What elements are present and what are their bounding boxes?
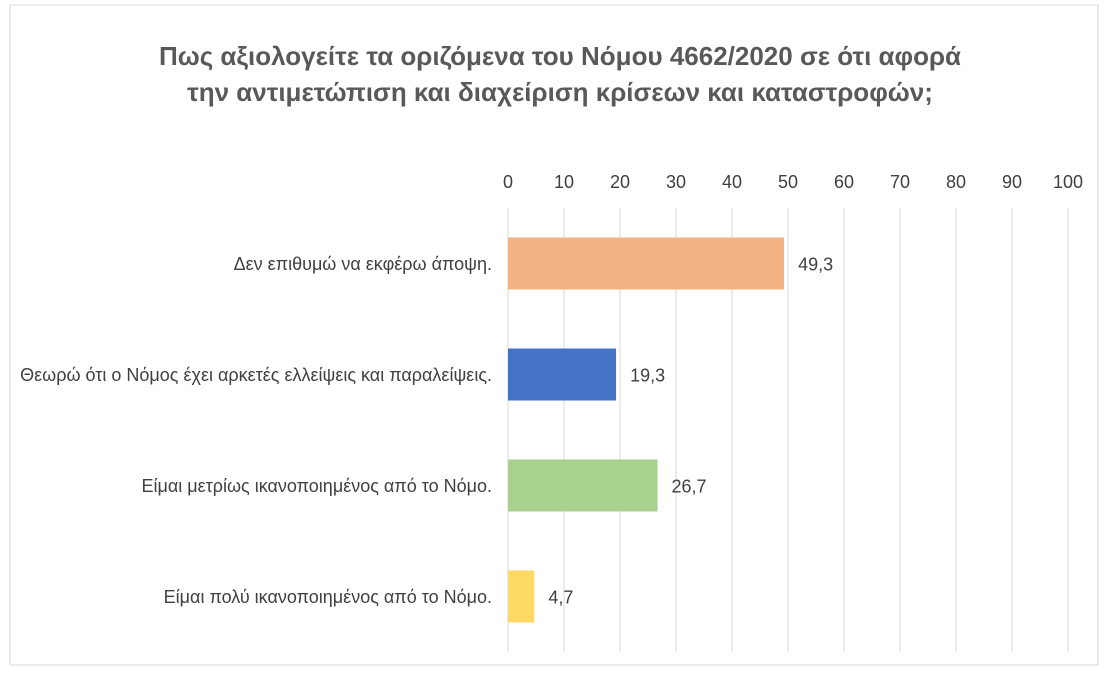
chart-border bbox=[9, 4, 1099, 666]
y-tick-label: Είμαι πολύ ικανοποιημένος από το Νόμο. bbox=[163, 586, 492, 607]
x-tick-label: 80 bbox=[946, 172, 966, 192]
value-label: 49,3 bbox=[798, 254, 833, 274]
bar bbox=[508, 348, 617, 401]
x-tick-label: 90 bbox=[1002, 172, 1022, 192]
y-tick-label: Δεν επιθυμώ να εκφέρω άποψη. bbox=[233, 253, 492, 274]
x-tick-label: 0 bbox=[503, 172, 513, 192]
x-tick-label: 50 bbox=[778, 172, 798, 192]
y-tick-label: Θεωρώ ότι ο Νόμος έχει αρκετές ελλείψεις… bbox=[20, 364, 492, 385]
bar bbox=[508, 237, 785, 290]
x-tick-label: 70 bbox=[890, 172, 910, 192]
y-tick-label: Είμαι μετρίως ικανοποιημένος από το Νόμο… bbox=[141, 475, 492, 496]
x-tick-label: 60 bbox=[834, 172, 854, 192]
bar bbox=[508, 459, 658, 512]
bar bbox=[508, 570, 535, 623]
x-tick-label: 30 bbox=[666, 172, 686, 192]
x-tick-label: 100 bbox=[1053, 172, 1083, 192]
chart-title: Πως αξιολογείτε τα οριζόμενα του Νόμου 4… bbox=[158, 41, 962, 107]
value-label: 4,7 bbox=[548, 587, 573, 607]
x-tick-label: 10 bbox=[554, 172, 574, 192]
value-label: 26,7 bbox=[672, 476, 707, 496]
x-tick-label: 20 bbox=[610, 172, 630, 192]
x-tick-label: 40 bbox=[722, 172, 742, 192]
value-label: 19,3 bbox=[630, 365, 665, 385]
